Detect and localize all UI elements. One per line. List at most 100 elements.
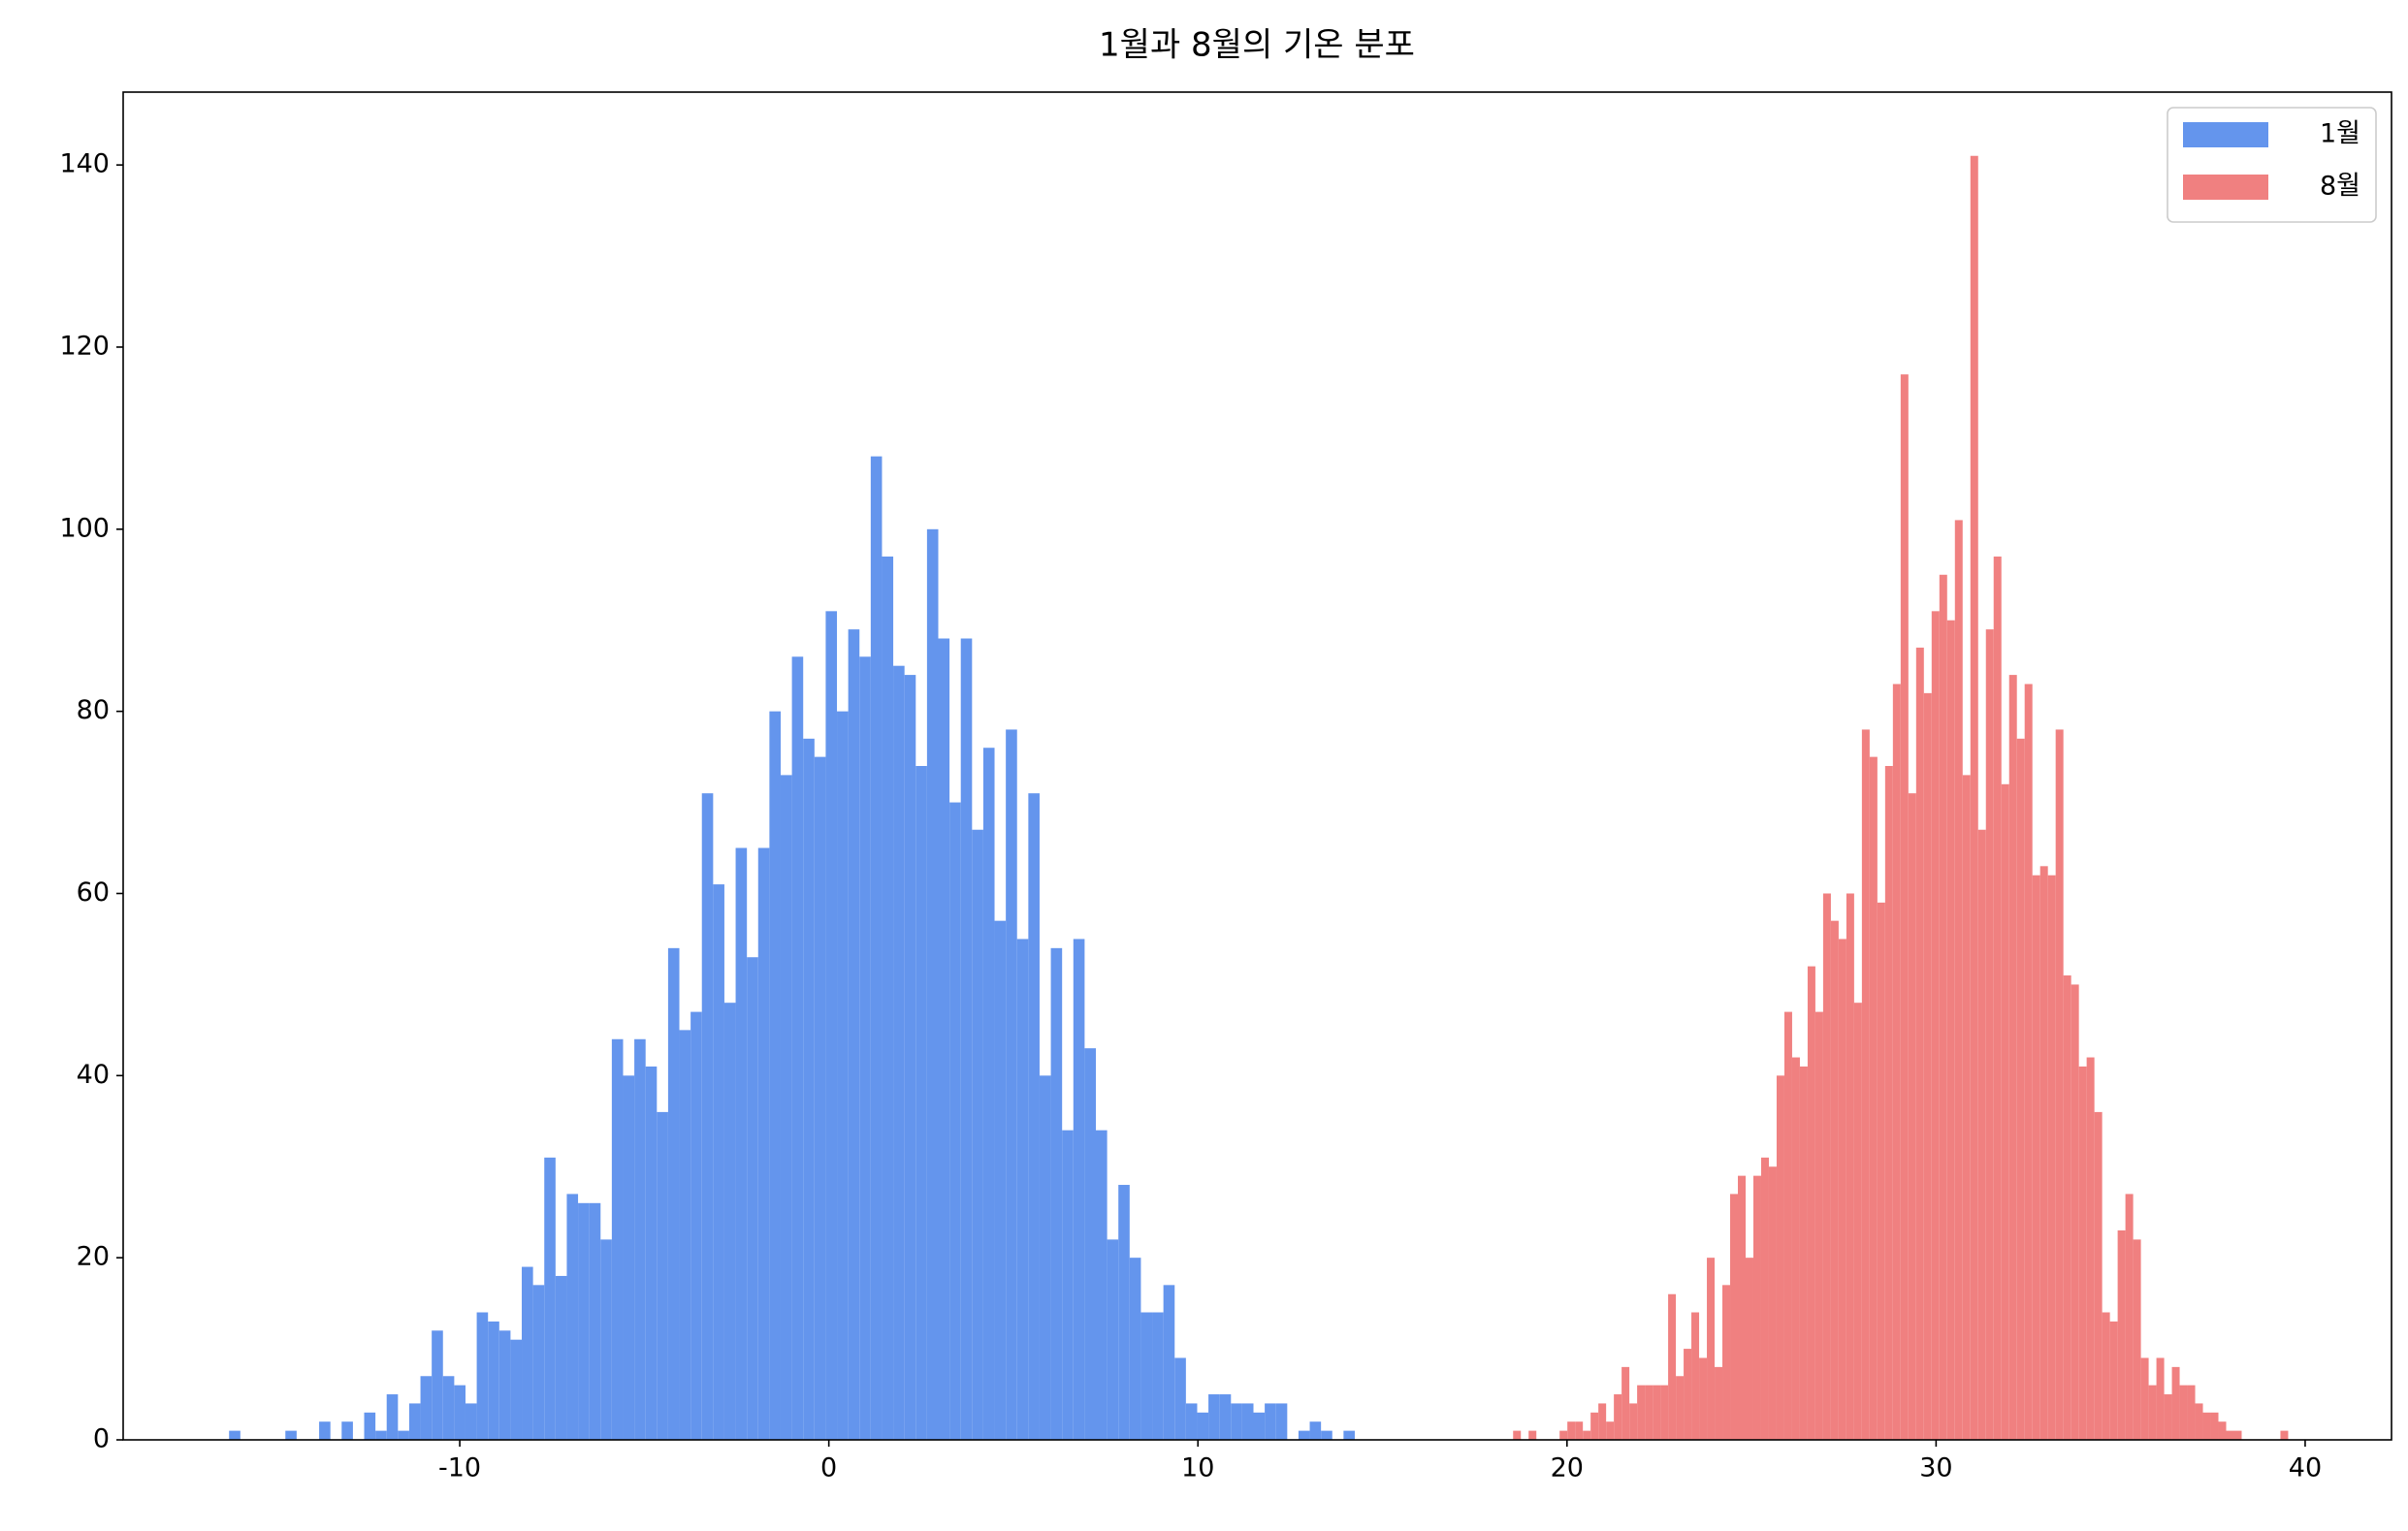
bar xyxy=(690,1011,702,1440)
bar xyxy=(1629,1403,1638,1440)
chart-title: 1월과 8월의 기온 분포 xyxy=(1099,26,1415,65)
bar xyxy=(2001,783,2009,1440)
bar xyxy=(972,829,983,1440)
bar xyxy=(634,1038,646,1440)
bar xyxy=(498,1330,511,1440)
bar xyxy=(2094,1111,2103,1440)
bar xyxy=(285,1430,297,1440)
bar xyxy=(375,1430,387,1440)
bar xyxy=(465,1403,477,1440)
legend-swatch xyxy=(2183,122,2268,147)
bar xyxy=(1776,1075,1784,1440)
bar xyxy=(1062,1130,1074,1440)
bar xyxy=(1028,793,1040,1440)
bar xyxy=(1730,1194,1739,1440)
bar xyxy=(1799,1066,1808,1440)
bar xyxy=(1265,1403,1276,1440)
legend-label: 8월 xyxy=(2320,172,2360,202)
bar xyxy=(1275,1403,1288,1440)
bar xyxy=(1660,1385,1669,1440)
bar xyxy=(882,556,894,1440)
y-tick-label: 60 xyxy=(77,877,110,908)
bar xyxy=(442,1376,455,1440)
bar xyxy=(2016,738,2025,1440)
bar xyxy=(735,847,748,1440)
bar xyxy=(757,847,770,1440)
bar xyxy=(1598,1403,1607,1440)
bar xyxy=(1606,1421,1615,1440)
bar xyxy=(398,1430,409,1440)
bar xyxy=(1745,1258,1753,1440)
bar xyxy=(1738,1175,1746,1440)
bar xyxy=(1575,1421,1584,1440)
bar xyxy=(848,629,860,1440)
legend-swatch xyxy=(2183,175,2268,200)
bar xyxy=(532,1285,545,1440)
bar xyxy=(645,1066,658,1440)
bar xyxy=(1900,374,1909,1440)
bar xyxy=(510,1339,523,1440)
bar xyxy=(1846,893,1854,1440)
bar xyxy=(1645,1385,1653,1440)
bar xyxy=(2039,866,2048,1440)
bar xyxy=(2102,1312,2110,1440)
bar xyxy=(566,1194,579,1440)
bar xyxy=(994,920,1007,1440)
bar xyxy=(723,1003,736,1440)
bar xyxy=(420,1376,433,1440)
bar xyxy=(1231,1403,1242,1440)
bar xyxy=(1084,1048,1096,1440)
bar xyxy=(2109,1321,2118,1440)
x-tick-label: 10 xyxy=(1181,1453,1214,1483)
bar xyxy=(1567,1421,1576,1440)
plot-frame xyxy=(122,91,2392,1441)
bar xyxy=(1822,893,1831,1440)
bar xyxy=(1016,939,1029,1440)
bar xyxy=(2218,1421,2227,1440)
bar xyxy=(2024,684,2033,1440)
y-tick-label: 120 xyxy=(59,331,110,361)
bar xyxy=(814,756,826,1440)
bar xyxy=(1830,920,1839,1440)
bar xyxy=(1861,729,1870,1440)
bar xyxy=(1528,1430,1537,1440)
bar xyxy=(589,1202,601,1440)
bar xyxy=(667,947,680,1440)
bar xyxy=(476,1312,489,1440)
bar xyxy=(1970,155,1978,1440)
bar xyxy=(1174,1357,1186,1440)
y-tick-label: 0 xyxy=(93,1424,110,1454)
bar xyxy=(938,638,950,1440)
bar xyxy=(2117,1229,2126,1440)
bar xyxy=(1668,1293,1677,1440)
bar xyxy=(1590,1412,1599,1440)
bar xyxy=(611,1038,624,1440)
bar xyxy=(791,656,804,1440)
bar xyxy=(364,1412,376,1440)
x-tick-label: 30 xyxy=(1919,1453,1952,1483)
bar xyxy=(2164,1394,2172,1440)
bar xyxy=(1931,611,1940,1440)
bar xyxy=(2140,1357,2149,1440)
bar xyxy=(1977,829,1986,1440)
bar xyxy=(1637,1385,1646,1440)
bar xyxy=(1684,1349,1692,1440)
bar xyxy=(1791,1057,1800,1440)
bar xyxy=(2133,1239,2141,1440)
bar xyxy=(1321,1430,1332,1440)
legend-label: 1월 xyxy=(2320,119,2360,149)
y-tick-label: 100 xyxy=(59,513,110,543)
bar xyxy=(1614,1394,1622,1440)
bar xyxy=(544,1157,556,1440)
bar xyxy=(1118,1185,1130,1440)
bar xyxy=(2179,1385,2188,1440)
bar xyxy=(1129,1258,1141,1440)
bar xyxy=(454,1385,466,1440)
bar xyxy=(2032,875,2040,1440)
bar xyxy=(1185,1403,1198,1440)
bar xyxy=(1722,1285,1731,1440)
bar xyxy=(837,711,849,1440)
bar xyxy=(2125,1194,2134,1440)
bar xyxy=(408,1403,421,1440)
